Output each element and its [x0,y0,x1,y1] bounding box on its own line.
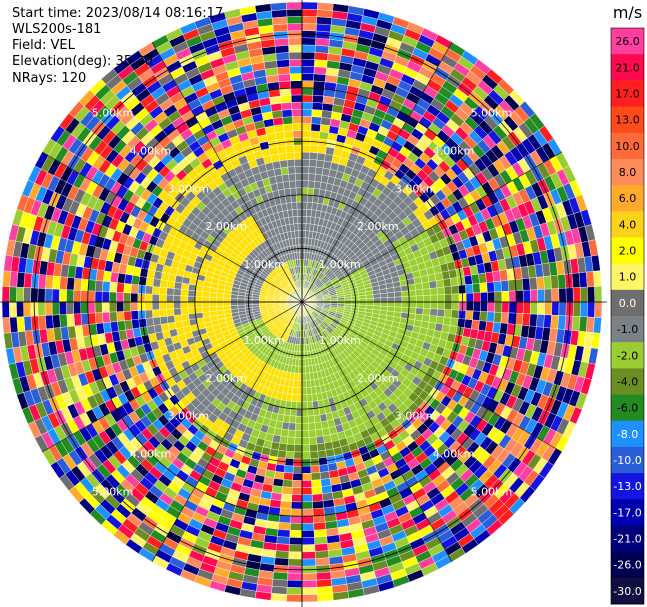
ppi-plot: 1.00km1.00km1.00km1.00km2.00km2.00km2.00… [0,0,607,607]
radar-ppi-figure: 1.00km 1.00km 1.00km 1.00km 2.00km 2.00km 2.00… [0,0,645,607]
